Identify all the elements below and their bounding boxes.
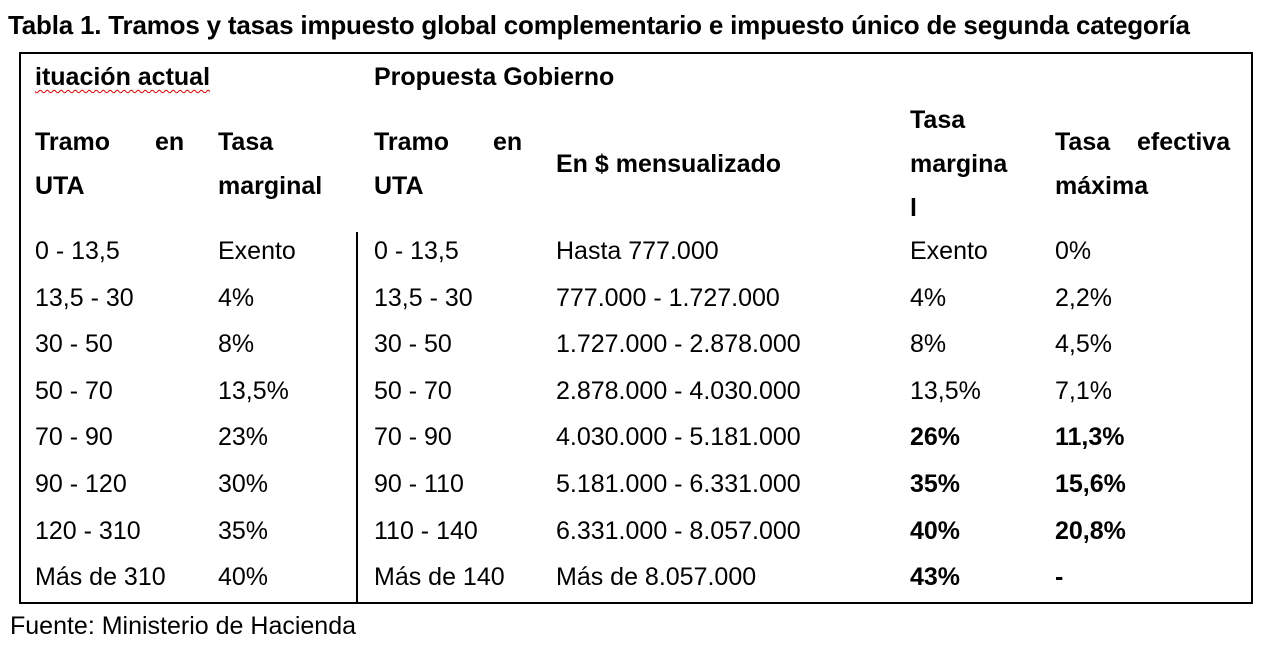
cell-tasa-propuesta: 4% — [910, 284, 947, 312]
cell-tasa-actual: 30% — [218, 470, 269, 498]
cell-tramo-actual: 70 - 90 — [35, 423, 113, 451]
cell-tramo-actual: 0 - 13,5 — [35, 237, 120, 265]
cell-pesos-mensualizado: 1.727.000 - 2.878.000 — [556, 330, 801, 358]
cell-pesos-mensualizado: 5.181.000 - 6.331.000 — [556, 470, 801, 498]
cell-tasa-actual: 35% — [218, 517, 269, 545]
header-tramo-current-2: en — [155, 128, 185, 156]
cell-tramo-propuesta: 30 - 50 — [374, 330, 452, 358]
header-tasa-current-2: marginal — [218, 172, 323, 200]
cell-tasa-propuesta: Exento — [910, 237, 988, 265]
cell-tasa-propuesta: 13,5% — [910, 377, 981, 405]
cell-pesos-mensualizado: Más de 8.057.000 — [556, 563, 757, 591]
cell-tasa-efectiva: - — [1055, 563, 1064, 591]
cell-tasa-efectiva: 4,5% — [1055, 330, 1112, 358]
cell-tasa-actual: 23% — [218, 423, 269, 451]
source-note: Fuente: Ministerio de Hacienda — [10, 612, 357, 640]
header-tasa-proposal-2: margina — [910, 150, 1008, 178]
header-efectiva-2: efectiva — [1137, 128, 1231, 156]
cell-tasa-actual: 8% — [218, 330, 255, 358]
header-efectiva-1: Tasa — [1055, 128, 1111, 156]
cell-tramo-propuesta: 13,5 - 30 — [374, 284, 473, 312]
header-tasa-proposal-3: l — [910, 194, 917, 222]
cell-pesos-mensualizado: 777.000 - 1.727.000 — [556, 284, 780, 312]
cell-tasa-efectiva: 11,3% — [1055, 423, 1125, 451]
cell-tasa-actual: 4% — [218, 284, 255, 312]
header-efectiva-3: máxima — [1055, 172, 1149, 200]
header-tasa-proposal-1: Tasa — [910, 106, 966, 134]
cell-pesos-mensualizado: 6.331.000 - 8.057.000 — [556, 517, 801, 545]
cell-pesos-mensualizado: 2.878.000 - 4.030.000 — [556, 377, 801, 405]
cell-tramo-propuesta: 70 - 90 — [374, 423, 452, 451]
cell-tasa-efectiva: 2,2% — [1055, 284, 1112, 312]
table-title: Tabla 1. Tramos y tasas impuesto global … — [8, 10, 1190, 40]
header-tramo-proposal-3: UTA — [374, 172, 424, 200]
cell-tasa-propuesta: 35% — [910, 470, 961, 498]
header-tramo-current-1: Tramo — [35, 128, 111, 156]
cell-tasa-efectiva: 7,1% — [1055, 377, 1112, 405]
cell-tramo-propuesta: 0 - 13,5 — [374, 237, 459, 265]
cell-tramo-propuesta: 50 - 70 — [374, 377, 452, 405]
cell-tramo-propuesta: Más de 140 — [374, 563, 505, 591]
cell-tasa-propuesta: 8% — [910, 330, 947, 358]
cell-tramo-actual: 13,5 - 30 — [35, 284, 134, 312]
cell-tasa-propuesta: 26% — [910, 423, 961, 451]
cell-tasa-actual: 40% — [218, 563, 269, 591]
cell-tramo-actual: 30 - 50 — [35, 330, 113, 358]
header-tasa-current-1: Tasa — [218, 128, 274, 156]
cell-tramo-propuesta: 90 - 110 — [374, 470, 464, 498]
cell-tramo-propuesta: 110 - 140 — [374, 517, 478, 545]
cell-tasa-actual: Exento — [218, 237, 296, 265]
cell-tasa-efectiva: 20,8% — [1055, 517, 1126, 545]
cell-tasa-efectiva: 0% — [1055, 237, 1092, 265]
group-current-label: ituación actual — [35, 63, 211, 91]
cell-tramo-actual: 90 - 120 — [35, 470, 127, 498]
column-divider — [356, 232, 358, 604]
cell-tasa-actual: 13,5% — [218, 377, 289, 405]
header-mensualizado: En $ mensualizado — [556, 150, 782, 178]
cell-tramo-actual: 50 - 70 — [35, 377, 113, 405]
cell-tramo-actual: 120 - 310 — [35, 517, 141, 545]
cell-pesos-mensualizado: 4.030.000 - 5.181.000 — [556, 423, 801, 451]
cell-tasa-propuesta: 43% — [910, 563, 961, 591]
cell-pesos-mensualizado: Hasta 777.000 — [556, 237, 719, 265]
cell-tasa-efectiva: 15,6% — [1055, 470, 1126, 498]
header-tramo-proposal-1: Tramo — [374, 128, 450, 156]
header-tramo-proposal-2: en — [493, 128, 523, 156]
header-tramo-current-3: UTA — [35, 172, 85, 200]
cell-tasa-propuesta: 40% — [910, 517, 961, 545]
table-frame — [19, 52, 1253, 604]
group-proposal-label: Propuesta Gobierno — [374, 63, 615, 91]
cell-tramo-actual: Más de 310 — [35, 563, 166, 591]
